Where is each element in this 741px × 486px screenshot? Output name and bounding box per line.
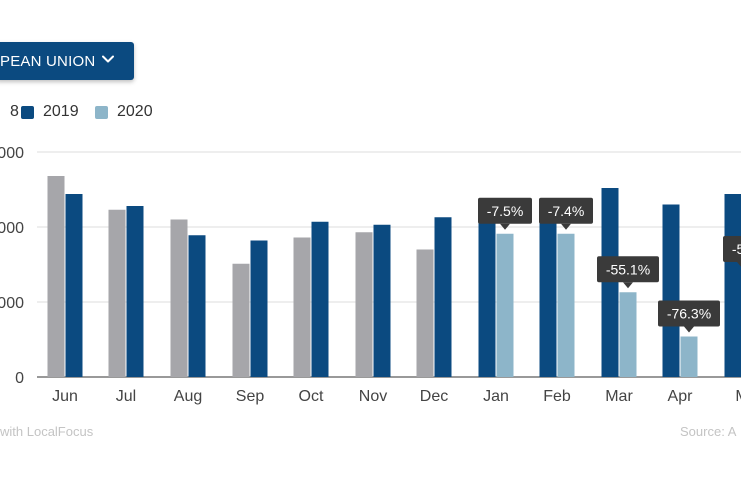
annotation-pointer <box>561 223 571 230</box>
legend-item-2019[interactable]: 2019 <box>21 101 79 123</box>
bar-2019-mar[interactable] <box>601 188 619 377</box>
annotation-mar: -55.1% <box>597 256 659 289</box>
annotation-label: -76.3% <box>667 306 711 322</box>
bar-8-aug[interactable] <box>170 219 188 378</box>
x-tick-label-dec: Dec <box>420 388 448 405</box>
footer-source: Source: A <box>680 424 737 439</box>
x-tick-label-apr: Apr <box>668 388 694 405</box>
x-tick-label-sep: Sep <box>236 388 265 405</box>
x-tick-label-mar: Mar <box>605 388 633 405</box>
annotation-pointer <box>500 223 510 230</box>
legend-item-2020[interactable]: 2020 <box>95 101 153 123</box>
annotation-box <box>723 236 741 262</box>
footer-credit[interactable]: with LocalFocus <box>0 424 94 439</box>
x-tick-label-aug: Aug <box>174 388 202 405</box>
y-tick-label: 000 <box>0 145 24 162</box>
bar-8-nov[interactable] <box>355 232 373 377</box>
y-tick-label: 0 <box>15 370 24 387</box>
annotation-box <box>658 300 720 327</box>
bar-2019-feb[interactable] <box>539 221 557 377</box>
bar-2020-apr[interactable] <box>680 336 698 378</box>
bar-2019-jan[interactable] <box>478 221 496 377</box>
annotation-apr: -76.3% <box>658 300 720 333</box>
x-tick-label-oct: Oct <box>299 388 324 405</box>
bar-2019-sep[interactable] <box>250 240 268 378</box>
annotation-label: -7.4% <box>548 203 585 219</box>
bar-2020-mar[interactable] <box>619 292 637 377</box>
x-tick-label-feb: Feb <box>543 388 571 405</box>
chevron-down-icon <box>102 55 114 63</box>
annotation-jan: -7.5% <box>478 197 532 230</box>
legend-label-2020: 2020 <box>117 103 153 120</box>
bar-2020-jan[interactable] <box>496 233 514 377</box>
x-tick-label-m: M <box>735 388 741 405</box>
annotation-box <box>539 197 593 224</box>
annotation-label: -55.1% <box>606 261 650 277</box>
legend-swatch-2020 <box>95 105 108 119</box>
annotation-box <box>478 197 532 224</box>
x-tick-label-nov: Nov <box>359 388 387 405</box>
annotation-pointer <box>684 326 694 333</box>
legend-swatch-2019 <box>21 105 34 119</box>
legend-label-2018: 8 <box>10 103 19 120</box>
bar-2019-m[interactable] <box>724 194 741 377</box>
annotation-label: -52 <box>732 241 741 257</box>
bar-2019-dec[interactable] <box>434 217 452 377</box>
bar-2019-jul[interactable] <box>126 206 144 377</box>
legend-item-2018[interactable]: 8 <box>0 101 19 123</box>
legend-label-2019: 2019 <box>43 103 79 120</box>
bar-2020-feb[interactable] <box>557 233 575 377</box>
bar-8-jun[interactable] <box>47 176 65 377</box>
annotation-box <box>597 256 659 283</box>
bar-2019-aug[interactable] <box>188 235 206 377</box>
annotation-pointer <box>623 282 633 289</box>
bar-8-jul[interactable] <box>108 209 126 377</box>
bar-8-dec[interactable] <box>416 249 434 378</box>
x-tick-label-jun: Jun <box>52 388 78 405</box>
bar-2019-nov[interactable] <box>373 224 391 377</box>
bar-8-sep[interactable] <box>232 263 250 377</box>
y-tick-label: 000 <box>0 295 24 312</box>
y-tick-label: 000 <box>0 220 24 237</box>
x-tick-label-jul: Jul <box>116 388 136 405</box>
x-tick-label-jan: Jan <box>483 388 509 405</box>
bar-2019-oct[interactable] <box>311 221 329 377</box>
annotation-label: -7.5% <box>487 203 524 219</box>
annotation-feb: -7.4% <box>539 197 593 230</box>
region-dropdown-label: PEAN UNION <box>0 52 96 70</box>
bar-2019-apr[interactable] <box>662 204 680 378</box>
region-dropdown-button[interactable]: PEAN UNION <box>0 42 134 80</box>
bar-8-oct[interactable] <box>293 237 311 378</box>
bar-2019-jun[interactable] <box>65 194 83 377</box>
